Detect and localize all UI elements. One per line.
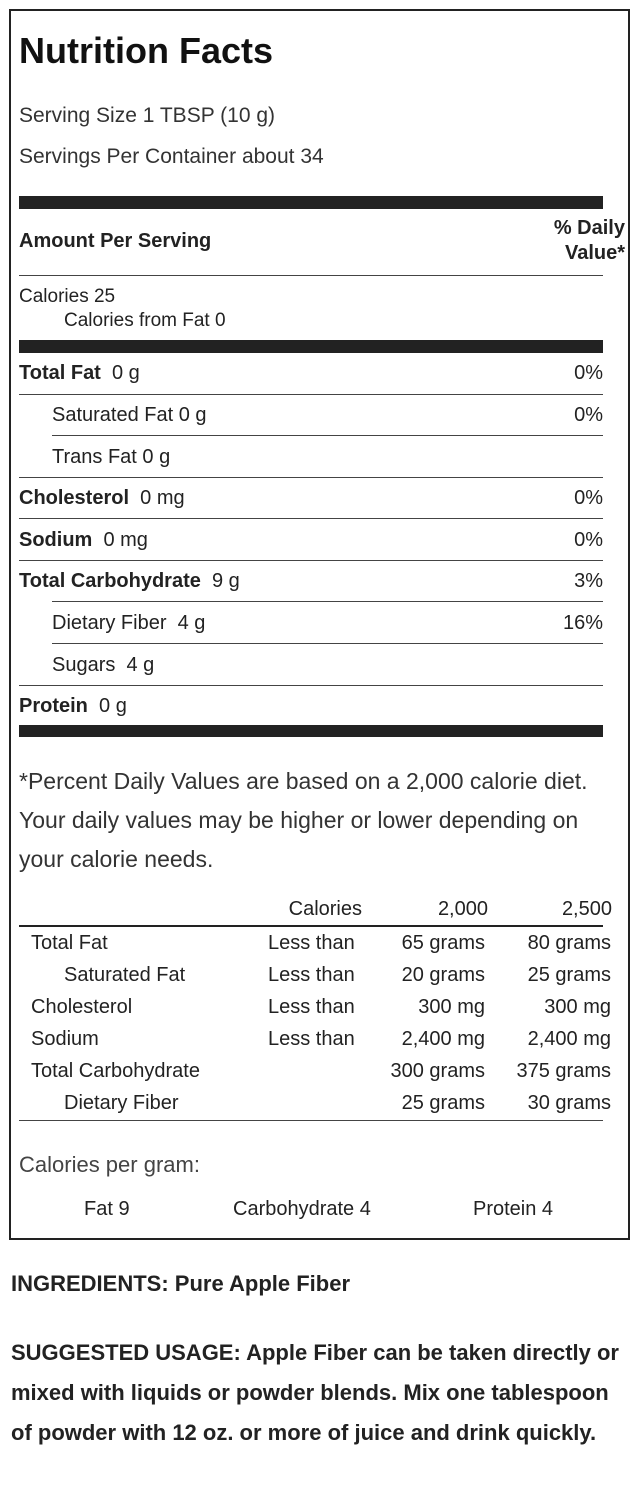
nutrient-name: Total Fat xyxy=(19,362,101,384)
nutrient-amount: 4 g xyxy=(177,612,206,634)
nutrient-name: Trans Fat xyxy=(52,446,137,468)
divider xyxy=(19,1120,603,1121)
nutrient-pct: 0% xyxy=(574,362,603,384)
dv-row-limit: Less than xyxy=(268,964,355,986)
dv-row-2500: 80 grams xyxy=(527,932,611,954)
divider xyxy=(52,601,603,602)
daily-value-header-line1: % Daily xyxy=(553,217,625,239)
nutrient-name: Total Carbohydrate xyxy=(19,570,201,592)
nutrient-amount: 9 g xyxy=(212,570,240,592)
nutrient-amount: 0 mg xyxy=(103,529,148,551)
amount-per-serving-header: Amount Per Serving xyxy=(19,230,212,252)
nutrient-name: Saturated Fat xyxy=(52,404,174,426)
dv-row-2000: 300 grams xyxy=(390,1060,486,1082)
dv-row-name: Cholesterol xyxy=(31,996,133,1018)
daily-value-header-line2: Value* xyxy=(564,242,625,264)
thick-divider xyxy=(19,196,603,209)
dv-row-2500: 300 mg xyxy=(544,996,611,1018)
divider xyxy=(19,925,603,927)
nutrient-row-protein: Protein 0 g xyxy=(19,695,603,721)
dv-row-2500: 25 grams xyxy=(527,964,611,986)
thick-divider xyxy=(19,725,603,737)
dv-row-name: Saturated Fat xyxy=(64,964,186,986)
thick-divider xyxy=(19,340,603,353)
daily-value-header: % Daily Value* xyxy=(554,216,625,266)
nutrient-name: Protein xyxy=(19,695,88,717)
label-title: Nutrition Facts xyxy=(19,30,274,71)
divider xyxy=(19,685,603,686)
nutrition-label xyxy=(9,9,630,1240)
nutrient-row-sodium: Sodium 0 mg 0% xyxy=(19,529,603,555)
cpg-fat: Fat 9 xyxy=(84,1198,130,1220)
dv-row-name: Total Carbohydrate xyxy=(31,1060,200,1082)
divider xyxy=(19,560,603,561)
calories: Calories 25 xyxy=(19,286,116,307)
dv-row-2500: 2,400 mg xyxy=(527,1028,611,1050)
ingredients: INGREDIENTS: Pure Apple Fiber xyxy=(11,1271,351,1296)
nutrient-pct: 0% xyxy=(574,404,603,426)
nutrient-pct: 0% xyxy=(574,487,603,509)
divider xyxy=(52,643,603,644)
nutrient-amount: 0 g xyxy=(142,446,171,468)
footnote: *Percent Daily Values are based on a 2,0… xyxy=(19,768,588,872)
nutrient-name: Sodium xyxy=(19,529,93,551)
nutrient-name: Sugars xyxy=(52,654,116,676)
nutrient-row-trans-fat: Trans Fat 0 g xyxy=(19,446,603,472)
dv-row-name: Sodium xyxy=(31,1028,99,1050)
nutrient-row-dietary-fiber: Dietary Fiber 4 g 16% xyxy=(19,612,603,638)
dv-row-2000: 65 grams xyxy=(401,932,485,954)
calories-per-gram-label: Calories per gram: xyxy=(19,1152,200,1177)
cpg-protein: Protein 4 xyxy=(473,1198,554,1220)
divider xyxy=(19,275,603,276)
divider xyxy=(19,518,603,519)
dv-row-2500: 375 grams xyxy=(516,1060,612,1082)
dv-header-calories: Calories xyxy=(288,898,362,920)
dv-row-name: Dietary Fiber xyxy=(64,1092,179,1114)
nutrient-amount: 0 mg xyxy=(140,487,185,509)
nutrient-pct: 3% xyxy=(574,570,603,592)
dv-row-limit: Less than xyxy=(268,932,355,954)
nutrient-name: Dietary Fiber xyxy=(52,612,167,634)
nutrient-pct: 0% xyxy=(574,529,603,551)
divider xyxy=(52,435,603,436)
nutrient-row-sugars: Sugars 4 g xyxy=(19,654,603,680)
dv-row-limit: Less than xyxy=(268,996,355,1018)
divider xyxy=(19,477,603,478)
nutrient-row-cholesterol: Cholesterol 0 mg 0% xyxy=(19,487,603,513)
divider xyxy=(19,394,603,395)
nutrient-amount: 0 g xyxy=(99,695,127,717)
nutrient-amount: 4 g xyxy=(126,654,155,676)
cpg-carbohydrate: Carbohydrate 4 xyxy=(233,1198,371,1220)
nutrient-amount: 0 g xyxy=(111,362,140,384)
dv-row-2000: 25 grams xyxy=(401,1092,485,1114)
nutrient-name: Cholesterol xyxy=(19,487,130,509)
calories-from-fat: Calories from Fat 0 xyxy=(64,310,226,331)
dv-row-limit: Less than xyxy=(268,1028,355,1050)
nutrient-row-total-carbohydrate: Total Carbohydrate 9 g 3% xyxy=(19,570,603,596)
nutrient-row-saturated-fat: Saturated Fat 0 g 0% xyxy=(19,404,603,430)
dv-row-2000: 20 grams xyxy=(401,964,485,986)
nutrient-amount: 0 g xyxy=(178,404,207,426)
dv-header-2000: 2,000 xyxy=(437,898,488,920)
nutrient-pct: 16% xyxy=(562,612,603,634)
dv-row-2500: 30 grams xyxy=(527,1092,611,1114)
dv-row-2000: 300 mg xyxy=(418,996,485,1018)
nutrient-row-total-fat: Total Fat 0 g 0% xyxy=(19,362,603,388)
dv-header-2500: 2,500 xyxy=(561,898,612,920)
serving-size: Serving Size 1 TBSP (10 g) xyxy=(19,104,276,127)
suggested-usage: SUGGESTED USAGE: Apple Fiber can be take… xyxy=(11,1340,619,1445)
dv-row-2000: 2,400 mg xyxy=(401,1028,485,1050)
dv-row-name: Total Fat xyxy=(31,932,108,954)
servings-per-container: Servings Per Container about 34 xyxy=(19,145,324,168)
